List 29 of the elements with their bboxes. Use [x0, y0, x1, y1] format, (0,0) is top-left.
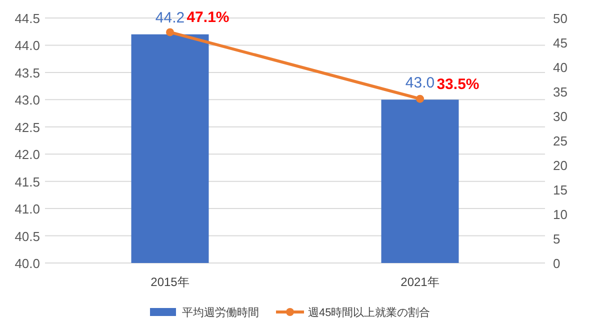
data-label: 33.5%	[436, 76, 480, 93]
data-label: 44.2	[155, 9, 185, 26]
x-tick-label: 2015年	[150, 275, 190, 289]
y2-tick-label: 15	[553, 182, 568, 198]
y2-tick-label: 45	[553, 36, 568, 50]
y2-tick-label: 50	[553, 11, 568, 26]
x-tick-label: 2021年	[400, 275, 440, 289]
y-tick-label: 41.0	[14, 202, 40, 217]
y-tick-label: 44.0	[14, 38, 40, 54]
y-tick-label: 40.0	[14, 256, 40, 271]
y2-tick-label: 5	[553, 232, 560, 246]
y-tick-label: 43.5	[14, 65, 40, 80]
y2-tick-label: 25	[553, 134, 568, 148]
data-label: 47.1%	[186, 9, 230, 26]
y2-tick-label: 10	[553, 207, 568, 222]
y-tick-label: 42.5	[14, 120, 40, 135]
y2-tick-label: 20	[553, 158, 568, 173]
y2-tick-label: 0	[553, 256, 560, 271]
y2-tick-label: 30	[553, 109, 568, 124]
y-tick-label: 42.0	[14, 147, 40, 162]
y2-tick-label: 35	[553, 84, 568, 100]
y2-tick-label: 40	[553, 60, 568, 75]
legend-label: 平均週労働時間	[182, 306, 259, 319]
legend-label: 週45時間以上就業の割合	[308, 306, 430, 319]
data-label: 43.0	[405, 74, 435, 92]
y-tick-label: 40.5	[14, 228, 40, 244]
y-tick-label: 44.5	[14, 11, 40, 26]
y-tick-label: 43.0	[14, 92, 40, 108]
y-tick-label: 41.5	[14, 174, 40, 190]
